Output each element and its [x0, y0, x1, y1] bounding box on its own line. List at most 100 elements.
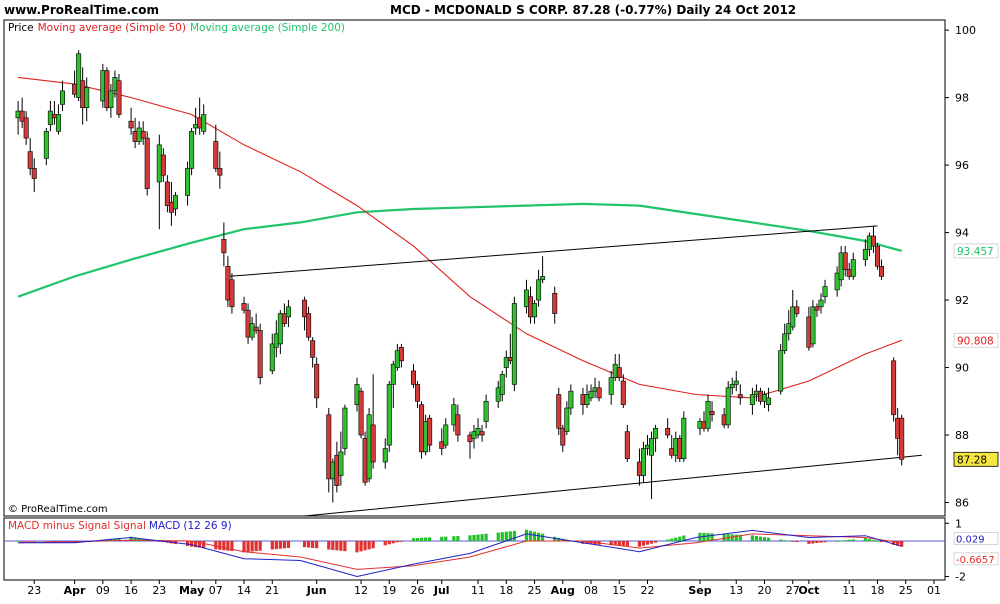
macd-hist-bar-down	[625, 541, 629, 547]
macd-hist-bar-down	[335, 541, 339, 551]
candle-body	[386, 384, 392, 446]
macd-hist-bar-down	[246, 541, 250, 552]
x-tick-label: 26	[411, 584, 425, 597]
macd-hist-bar-down	[617, 541, 621, 546]
candle-body	[778, 350, 784, 392]
x-tick-label: 22	[641, 584, 655, 597]
candle-up	[822, 279, 828, 304]
macd-hist-bar-down	[327, 541, 331, 550]
candle-down	[27, 138, 33, 176]
candle-body	[19, 110, 25, 122]
macd-hist-bar-up	[468, 535, 472, 542]
candle-up	[483, 394, 489, 429]
candle-up	[862, 239, 868, 267]
x-tick-label: 01	[927, 584, 941, 597]
candle-down	[116, 73, 122, 118]
candle-body	[653, 427, 659, 439]
price-legend-item: Moving average (Simple 200)	[190, 22, 345, 34]
candle-body	[479, 431, 485, 436]
candle-down	[556, 387, 562, 436]
macd-hist-bar-up	[734, 534, 738, 542]
macd-hist-bar-up	[117, 537, 121, 542]
macd-hist-bar-down	[214, 541, 218, 550]
price-tag-ma50: 90.808	[953, 332, 999, 348]
candle-up	[834, 266, 840, 297]
candle-body	[624, 431, 630, 459]
x-tick-label: 11	[471, 584, 485, 597]
trendline	[227, 225, 878, 277]
candle-body	[277, 313, 283, 345]
price-y-tick-label: 88	[955, 429, 969, 442]
macd-hist-bar-down	[641, 541, 646, 546]
x-tick-label: 15	[612, 584, 626, 597]
candle-body	[382, 448, 388, 463]
macd-hist-bar-down	[609, 541, 613, 546]
macd-hist-bar-down	[254, 541, 258, 552]
candle-body	[326, 414, 332, 480]
macd-hist-bar-down	[194, 541, 198, 548]
candle-up	[681, 411, 687, 463]
macd-hist-bar-down	[24, 541, 28, 542]
candle-down	[140, 121, 146, 145]
candle-body	[870, 235, 876, 247]
x-tick-label: Jul	[433, 584, 450, 597]
macd-hist-bar-down	[819, 541, 823, 543]
trendlines	[227, 225, 922, 517]
x-tick-label: 16	[124, 584, 138, 597]
candle-down	[358, 387, 364, 439]
x-tick-label: 21	[265, 584, 279, 597]
macd-hist-bar-down	[258, 541, 262, 551]
macd-hist-bar-down	[230, 541, 234, 552]
candle-down	[879, 259, 885, 280]
price-y-tick-label: 96	[955, 159, 969, 172]
candle-body	[790, 306, 796, 328]
macd-hist-bar-up	[730, 534, 734, 542]
candle-down	[415, 381, 421, 409]
candle-up	[532, 300, 538, 324]
candle-body	[511, 303, 517, 385]
candle-body	[55, 114, 61, 132]
candle-body	[483, 400, 489, 422]
x-tick-label: Sep	[688, 584, 711, 597]
candle-up	[749, 387, 755, 415]
candle-up	[790, 289, 796, 331]
macd-hist-bar-up	[674, 537, 678, 542]
candle-down	[217, 151, 223, 189]
candle-body	[616, 367, 622, 378]
macd-lines	[18, 529, 902, 578]
candle-up	[564, 401, 570, 436]
candle-body	[140, 131, 146, 139]
candle-body	[116, 80, 122, 115]
candle-up	[782, 323, 788, 355]
macd-hist-bar-down	[645, 541, 650, 545]
macd-hist-bar-up	[762, 537, 767, 542]
macd-pane: MACD minus Signal Signal MACD (12 26 9) 1 -…	[3, 517, 999, 583]
macd-hist-bar-up	[783, 540, 787, 542]
macd-hist-bar-up	[16, 541, 20, 542]
macd-hist-bar-down	[795, 541, 799, 543]
candle-up	[84, 77, 90, 122]
candle-down	[229, 273, 235, 314]
candles	[15, 50, 905, 503]
candle-body	[766, 397, 772, 405]
x-tick-label: 25	[528, 584, 542, 597]
macd-hist-bar-down	[44, 541, 48, 542]
candle-body	[253, 326, 259, 331]
macd-hist-bar-down	[198, 541, 202, 548]
macd-hist-bar-down	[222, 541, 226, 551]
x-tick-label: May	[179, 584, 204, 597]
candle-body	[302, 299, 308, 318]
candle-up	[338, 431, 344, 486]
candle-up	[269, 333, 275, 375]
candle-up	[59, 80, 65, 112]
candle-down	[455, 404, 461, 442]
candle-body	[794, 306, 800, 314]
candle-down	[870, 225, 876, 253]
x-tick-label: 09	[96, 584, 110, 597]
macd-hist-bar-down	[270, 541, 274, 550]
candle-body	[59, 90, 65, 105]
macd-hist-bar-up	[415, 537, 420, 542]
macd-hist-bar-up	[411, 538, 416, 542]
candle-down	[709, 401, 715, 422]
